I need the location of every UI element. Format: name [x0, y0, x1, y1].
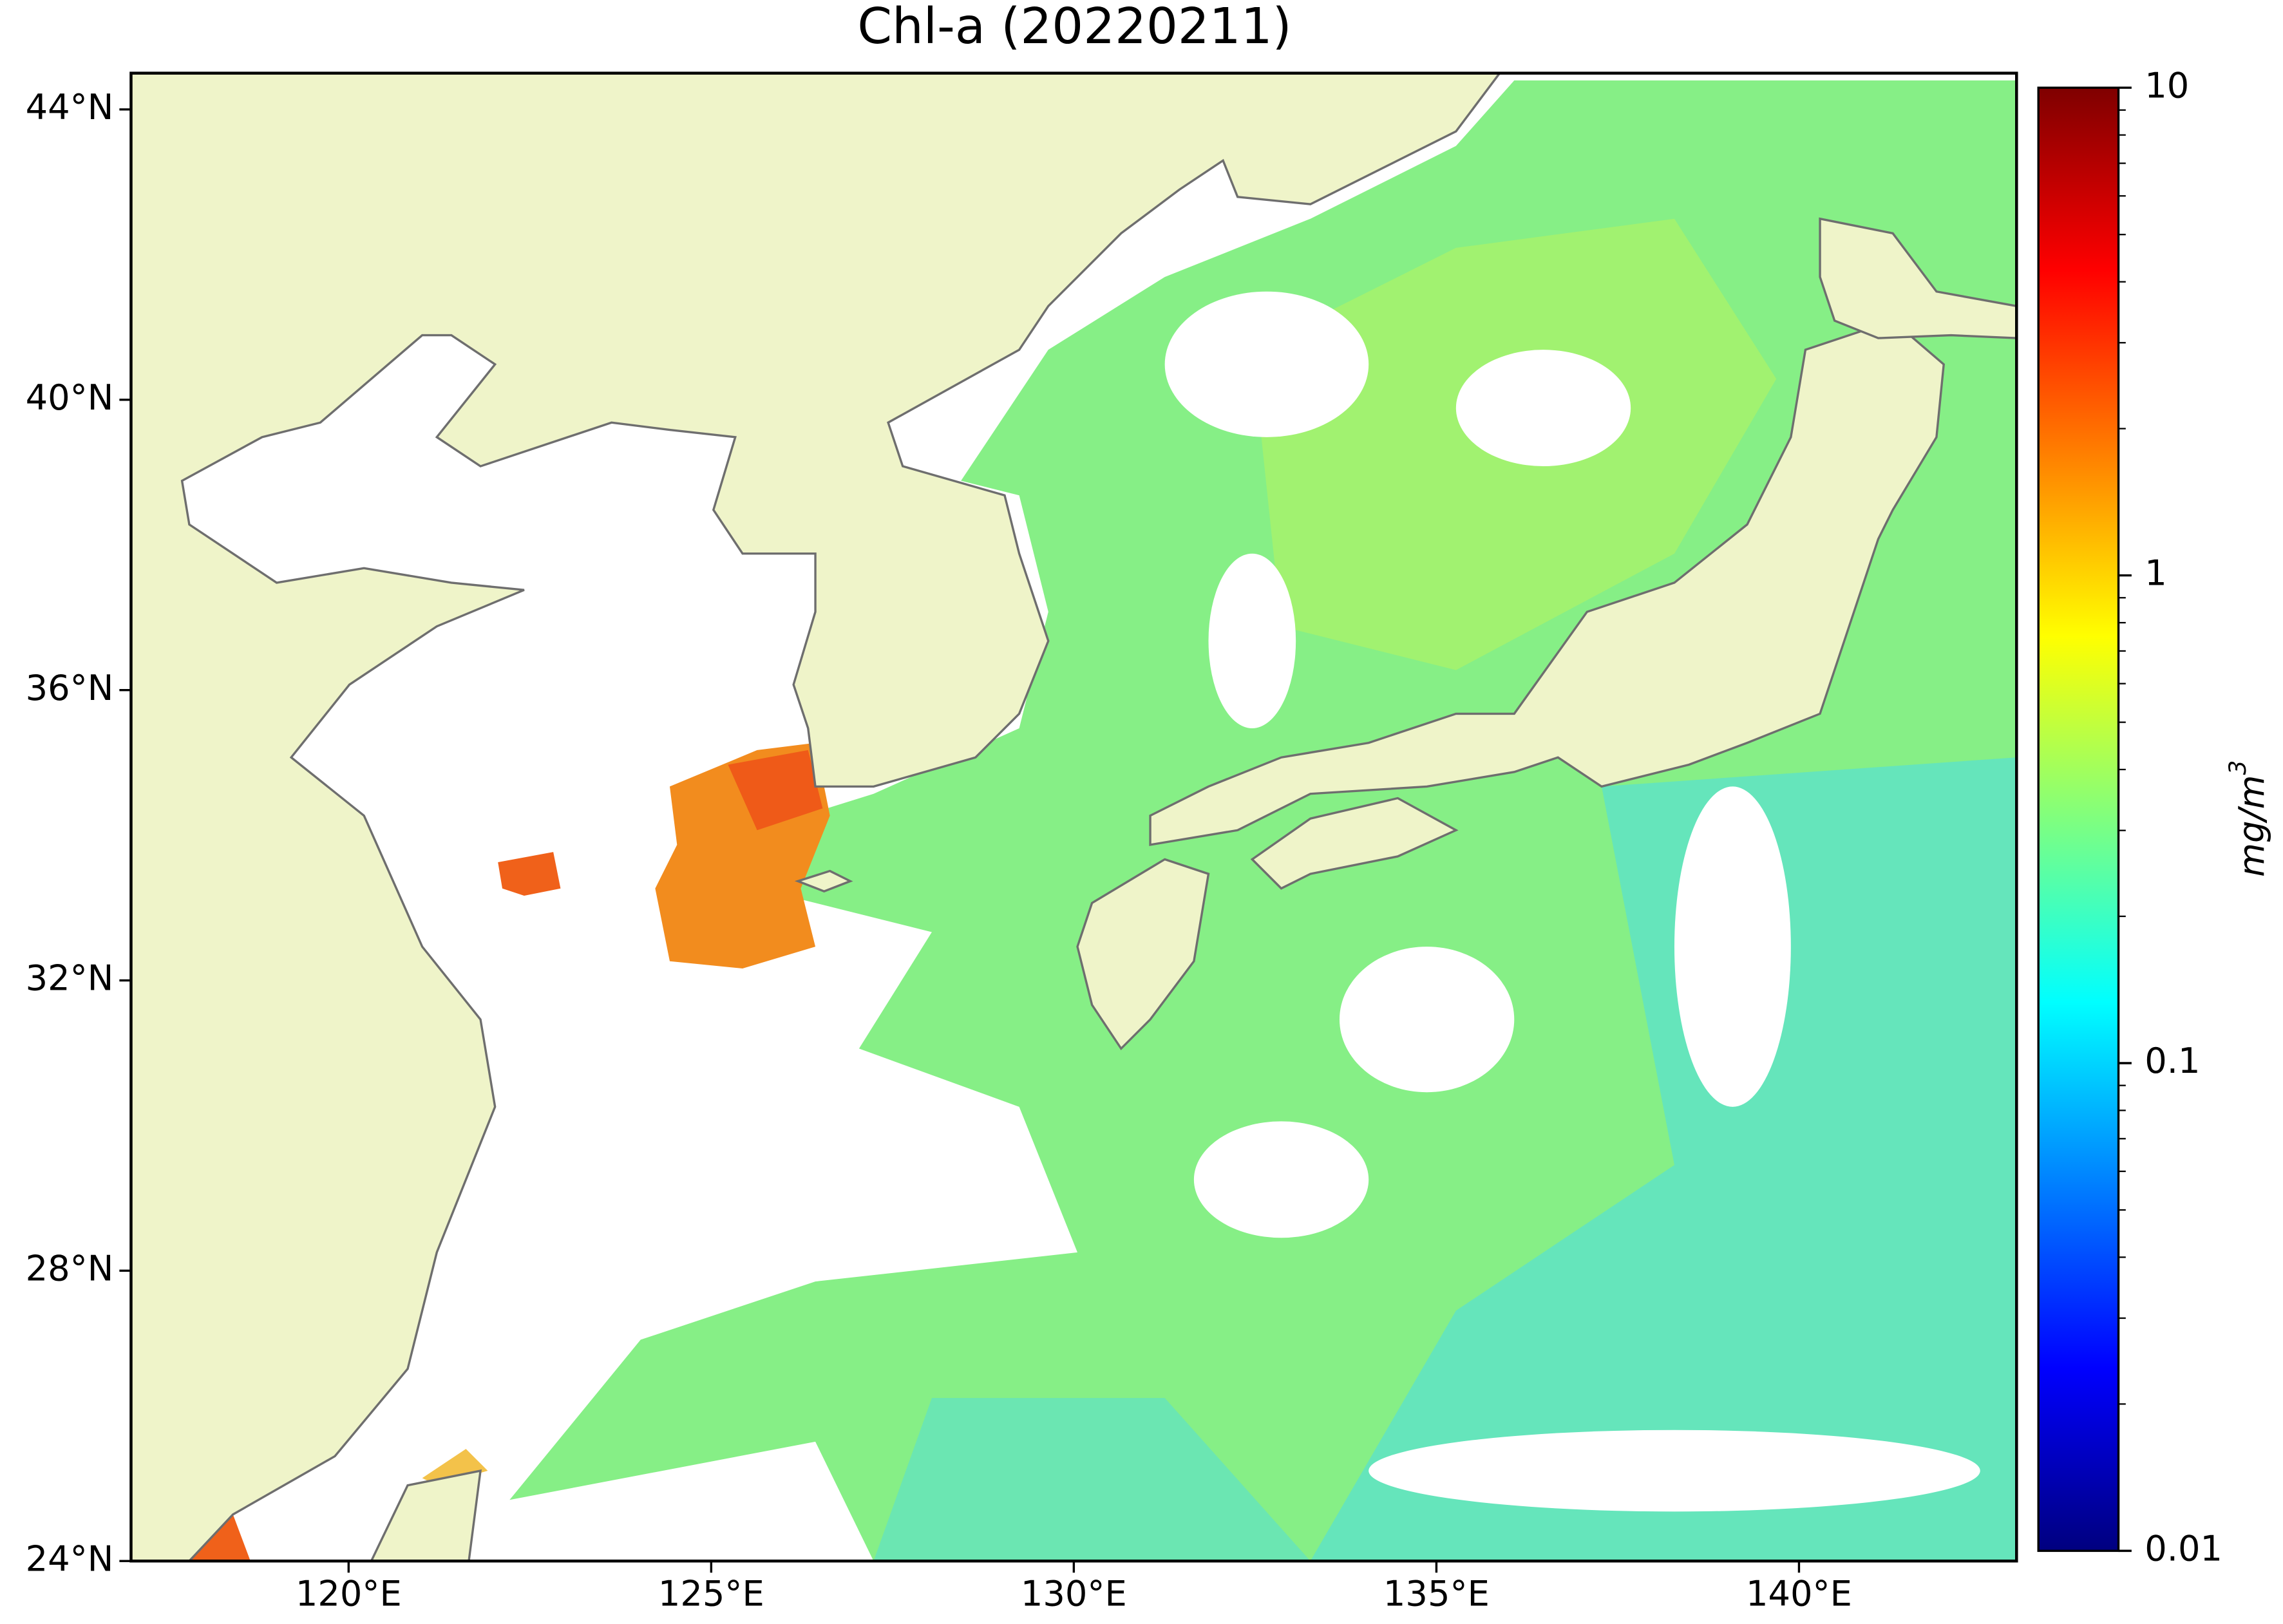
chlorophyll-high-core [728, 750, 823, 831]
cloud-gap [1164, 291, 1369, 437]
chlorophyll-high-patch [498, 852, 561, 896]
colorbar [2037, 86, 2120, 1553]
y-tick-label: 44°N [26, 87, 114, 127]
y-tick-label: 32°N [26, 958, 114, 999]
cloud-gap [1369, 1430, 1980, 1512]
cloud-gap [1339, 947, 1515, 1093]
y-tick-label: 28°N [26, 1248, 114, 1289]
honshu [1149, 319, 1945, 846]
colorbar-label: mg/m3 [2224, 760, 2272, 876]
colorbar-unit: mg/m [2231, 775, 2272, 876]
y-tick-label: 40°N [26, 377, 114, 418]
cloud-gap [1455, 350, 1631, 467]
chlorophyll-high-patch [189, 1514, 251, 1562]
jeju [794, 869, 853, 893]
cloud-gap [1193, 1121, 1369, 1238]
colorbar-unit-exponent: 3 [2224, 760, 2251, 775]
map-area [131, 73, 2017, 1562]
hokkaido [1819, 217, 2017, 339]
chlorophyll-low-south [873, 1397, 1311, 1562]
x-tick-label: 130°E [1021, 1574, 1127, 1614]
mainland [131, 73, 1501, 1562]
x-tick-label: 120°E [296, 1574, 402, 1614]
colorbar-tick-label: 10 [2145, 65, 2189, 106]
colorbar-tick-label: 1 [2145, 553, 2167, 594]
colorbar-tick-label: 0.1 [2145, 1041, 2200, 1081]
taiwan [370, 1469, 482, 1562]
x-tick-label: 140°E [1746, 1574, 1852, 1614]
kyushu [1076, 858, 1210, 1051]
y-tick-label: 24°N [26, 1538, 114, 1579]
map-title: Chl-a (20220211) [857, 0, 1291, 55]
x-tick-label: 125°E [658, 1574, 764, 1614]
cloud-gap [1208, 553, 1296, 729]
cloud-gap [1674, 786, 1791, 1107]
colorbar-tick-label: 0.01 [2145, 1529, 2222, 1569]
y-tick-label: 36°N [26, 668, 114, 708]
shikoku [1250, 797, 1459, 890]
chlorophyll-low-southeast [1310, 757, 2017, 1562]
x-tick-label: 135°E [1383, 1574, 1490, 1614]
chlorophyll-coastal [422, 1449, 488, 1486]
